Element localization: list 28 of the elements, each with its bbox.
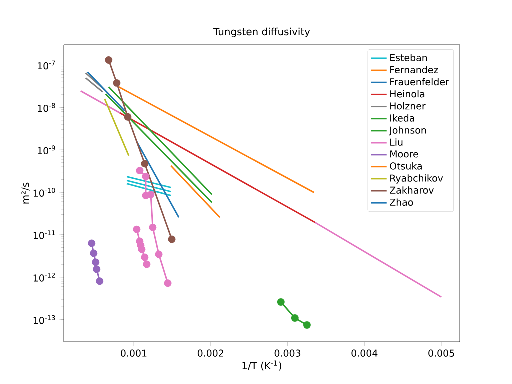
legend-label: Zakharov	[390, 186, 434, 194]
y-tick-label: 10$^{-7}$	[38, 60, 56, 70]
x-tick-label: 0.001	[121, 350, 147, 357]
x-tick-label: 0.003	[274, 350, 301, 357]
y-tick-label: 10$^{-9}$	[38, 146, 56, 155]
x-tick-label: 0.004	[352, 350, 378, 357]
x-tick-label: 0.002	[198, 350, 224, 357]
y-tick-label: 10$^{-8}$	[38, 103, 56, 112]
legend-label: Heinola	[390, 90, 425, 98]
legend-label: Liu	[390, 138, 403, 146]
legend-label: Moore	[390, 150, 418, 158]
y-axis-title: m²/s	[22, 182, 30, 204]
y-tick-label: 10$^{-10}$	[34, 188, 56, 197]
legend-label: Johnson	[389, 126, 426, 136]
y-tick-label: 10$^{-13}$	[34, 315, 56, 324]
x-tick-label: 0.005	[428, 350, 454, 357]
y-tick-label: 10$^{-12}$	[34, 272, 56, 282]
legend-label: Ikeda	[390, 114, 414, 122]
y-tick-label: 10$^{-11}$	[34, 230, 56, 240]
chart-title: Tungsten diffusivity	[214, 28, 310, 38]
legend-label: Ryabchikov	[390, 174, 444, 184]
legend-label: Esteban	[390, 54, 428, 62]
legend-label: Frauenfelder	[390, 78, 450, 86]
legend-label: Holzner	[390, 102, 426, 110]
legend-label: Otsuka	[390, 162, 422, 170]
legend-label: Fernandez	[390, 66, 438, 74]
legend-label: Zhao	[390, 198, 414, 206]
x-axis-title: 1/T (K$^{-1}$)	[242, 360, 282, 371]
